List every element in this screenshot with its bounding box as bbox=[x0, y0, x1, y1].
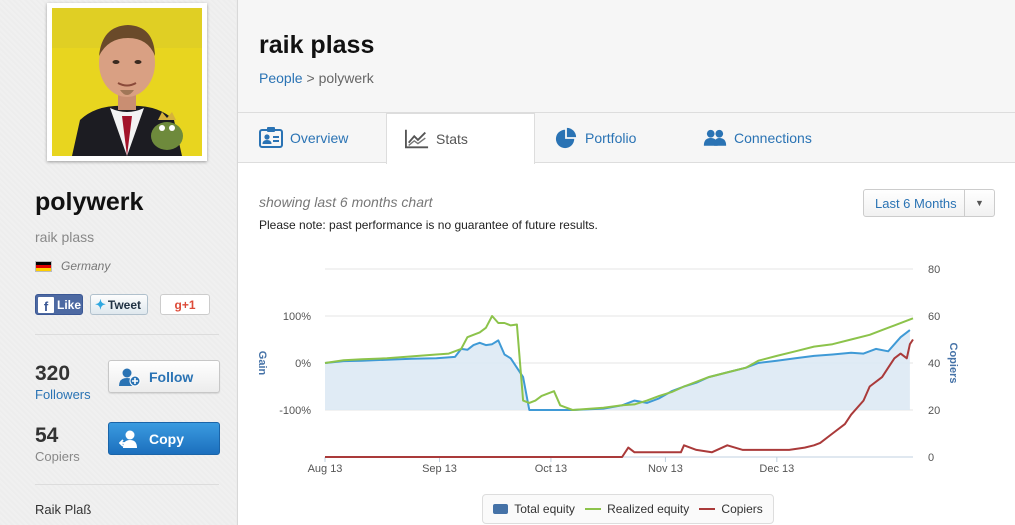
total-equity-line bbox=[324, 329, 911, 411]
tab-connections[interactable]: Connections bbox=[703, 113, 812, 163]
people-icon bbox=[703, 129, 727, 146]
y-right-tick-label: 20 bbox=[928, 405, 940, 417]
legend-copiers[interactable]: Copiers bbox=[699, 502, 763, 516]
tab-portfolio-label: Portfolio bbox=[585, 130, 637, 146]
breadcrumb-current: polywerk bbox=[318, 70, 374, 86]
id-card-icon bbox=[259, 127, 283, 148]
copiers-line bbox=[325, 338, 914, 458]
y-right-tick-label: 0 bbox=[928, 452, 934, 464]
y-left-tick-label: 0% bbox=[295, 358, 311, 370]
period-selected-label: Last 6 Months bbox=[875, 195, 957, 211]
period-dropdown[interactable]: Last 6 Months ▼ bbox=[863, 189, 995, 217]
legend-label: Total equity bbox=[514, 502, 575, 516]
y-left-tick-label: 100% bbox=[283, 311, 311, 323]
germany-flag-icon bbox=[35, 260, 52, 272]
legend-label: Copiers bbox=[721, 502, 763, 516]
y-right-axis-title: Copiers bbox=[947, 343, 959, 384]
y-right-tick-label: 40 bbox=[928, 358, 940, 370]
realized-equity-line bbox=[324, 315, 914, 411]
page-title: raik plass bbox=[259, 31, 375, 59]
tab-overview[interactable]: Overview bbox=[259, 113, 348, 163]
tab-connections-label: Connections bbox=[734, 130, 812, 146]
avatar[interactable] bbox=[47, 3, 207, 161]
profile-sidebar: polywerk raik plass Germany f Like ✦ Twe… bbox=[0, 0, 236, 525]
facebook-like-button[interactable]: f Like bbox=[35, 294, 83, 315]
tab-stats-label: Stats bbox=[436, 131, 468, 147]
copiers-count: 54 bbox=[35, 424, 59, 447]
tweet-label: Tweet bbox=[107, 297, 142, 312]
country-row: Germany bbox=[35, 259, 110, 273]
copy-button[interactable]: Copy bbox=[108, 422, 220, 455]
legend-label: Realized equity bbox=[607, 502, 690, 516]
profile-full-name: raik plass bbox=[35, 229, 95, 245]
avatar-photo bbox=[52, 8, 202, 156]
chart-caption: showing last 6 months chart bbox=[259, 194, 433, 210]
legend-swatch bbox=[585, 508, 602, 510]
stats-chart-section: showing last 6 months chart Please note:… bbox=[238, 164, 1015, 525]
chart-legend: Total equity Realized equity Copiers bbox=[482, 494, 774, 524]
legend-total-equity[interactable]: Total equity bbox=[493, 502, 575, 516]
tab-portfolio[interactable]: Portfolio bbox=[554, 113, 636, 163]
page-header: raik plass People > polywerk bbox=[238, 0, 1015, 113]
x-tick-label: Aug 13 bbox=[308, 463, 343, 475]
divider bbox=[35, 334, 219, 335]
main-panel: raik plass People > polywerk Overview bbox=[237, 0, 1015, 525]
like-label: Like bbox=[57, 297, 82, 312]
divider bbox=[35, 484, 219, 485]
real-name: Raik Plaß bbox=[35, 502, 92, 517]
line-chart-icon bbox=[405, 129, 429, 149]
x-tick-label: Sep 13 bbox=[422, 463, 457, 475]
tweet-button[interactable]: ✦ Tweet bbox=[90, 294, 148, 315]
facebook-icon: f bbox=[38, 296, 54, 313]
followers-link[interactable]: Followers bbox=[35, 387, 91, 402]
breadcrumb-people-link[interactable]: People bbox=[259, 70, 303, 86]
google-plus-button[interactable]: g+1 bbox=[160, 294, 210, 315]
x-tick-label: Dec 13 bbox=[759, 463, 794, 475]
breadcrumb: People > polywerk bbox=[259, 70, 374, 86]
legend-realized-equity[interactable]: Realized equity bbox=[585, 502, 689, 516]
copy-user-icon bbox=[119, 430, 137, 448]
copy-label: Copy bbox=[149, 430, 184, 447]
equity-chart: 80 60 40 20 0 100% 0% -100% Gain Copiers Aug 13 Sep… bbox=[256, 264, 959, 475]
y-right-tick-label: 80 bbox=[928, 264, 940, 276]
caret-down-icon: ▼ bbox=[964, 190, 994, 216]
copiers-label: Copiers bbox=[35, 449, 80, 464]
total-equity-area bbox=[325, 330, 910, 410]
tab-overview-label: Overview bbox=[290, 130, 349, 146]
legend-swatch bbox=[493, 504, 509, 514]
pie-chart-icon bbox=[555, 127, 577, 149]
profile-tabs: Overview Stats Portfolio Conn bbox=[238, 113, 1015, 164]
performance-disclaimer: Please note: past performance is no guar… bbox=[259, 218, 598, 232]
y-left-axis-title: Gain bbox=[256, 351, 268, 376]
x-tick-label: Oct 13 bbox=[535, 463, 567, 475]
y-left-tick-label: -100% bbox=[279, 405, 311, 417]
add-user-icon bbox=[119, 368, 141, 386]
twitter-bird-icon: ✦ bbox=[95, 296, 106, 312]
followers-count: 320 bbox=[35, 362, 71, 385]
country-name: Germany bbox=[61, 259, 111, 273]
follow-label: Follow bbox=[149, 368, 194, 385]
x-tick-label: Nov 13 bbox=[648, 463, 683, 475]
tab-stats[interactable]: Stats bbox=[386, 113, 535, 164]
breadcrumb-separator: > bbox=[306, 70, 315, 86]
follow-button[interactable]: Follow bbox=[108, 360, 220, 393]
legend-swatch bbox=[699, 508, 716, 510]
profile-username: polywerk bbox=[35, 188, 144, 216]
gplus-label: g+1 bbox=[174, 297, 196, 312]
y-right-tick-label: 60 bbox=[928, 311, 940, 323]
